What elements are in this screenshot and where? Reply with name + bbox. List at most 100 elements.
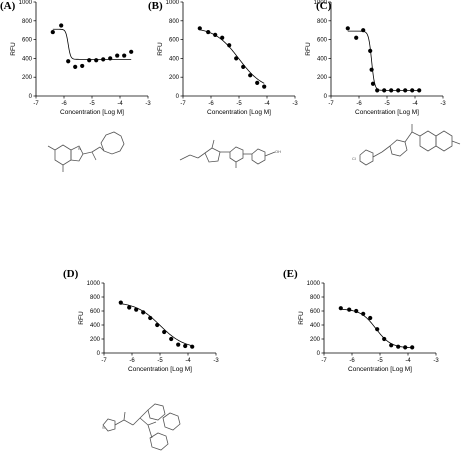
y-tick-label: 200: [90, 337, 101, 343]
x-tick-label: -3: [213, 358, 219, 364]
x-tick-label: -6: [208, 101, 214, 107]
panel-label: (E): [283, 268, 298, 280]
y-tick-label: 600: [310, 309, 321, 315]
x-tick-label: -7: [101, 358, 107, 364]
y-axis-label: RFU: [10, 42, 17, 56]
chart-panel-b: (B) 0 200 400 600 800 1000 -7 -6 -5 -4 -3 Concentrat…: [148, 0, 298, 116]
y-tick-label: 0: [29, 94, 33, 100]
y-tick-label: 800: [169, 19, 180, 25]
y-tick-label: 200: [310, 337, 321, 343]
data-point: [127, 305, 132, 310]
data-point: [213, 32, 218, 38]
x-axis-label: Concentration [Log M]: [128, 366, 192, 373]
y-tick-label: 200: [169, 75, 180, 81]
data-point: [129, 49, 134, 54]
data-point: [396, 344, 401, 349]
x-tick-label: -5: [384, 101, 390, 107]
y-tick-label: 1000: [314, 0, 328, 6]
chart-panel-e: (E) 0 200 400 600 800 1000 -7 -6 -5 -4 -3 Concentrat…: [283, 268, 439, 373]
y-tick-label: 600: [90, 309, 101, 315]
chart-panel-a: (A) 0 200 400 600 800 1000 -7 -6 -5 -4 -3 Concentrat…: [0, 0, 151, 116]
data-point: [183, 343, 188, 349]
y-tick-label: 400: [169, 56, 180, 62]
fit-curve: [52, 28, 132, 60]
data-point: [101, 57, 106, 62]
structure-a-atom: N: [78, 146, 81, 151]
x-tick-label: -7: [321, 358, 327, 364]
data-point: [169, 336, 174, 342]
data-point: [87, 58, 92, 63]
data-point: [148, 315, 153, 321]
data-point: [368, 315, 373, 321]
y-tick-label: 1000: [166, 0, 180, 6]
data-point: [403, 88, 408, 93]
structure-d-icon: [102, 403, 181, 451]
panel-label: (A): [0, 0, 16, 12]
y-tick-label: 600: [317, 38, 328, 44]
x-tick-label: -6: [349, 358, 355, 364]
data-point: [108, 56, 113, 61]
structure-c-icon: [359, 124, 461, 166]
x-tick-label: -5: [157, 358, 163, 364]
y-tick-label: 800: [317, 19, 328, 25]
data-point: [375, 327, 380, 332]
x-tick-label: -7: [328, 101, 334, 107]
x-axis-label: Concentration [Log M]: [207, 109, 271, 116]
x-tick-label: -4: [117, 101, 123, 107]
x-tick-label: -5: [377, 358, 383, 364]
data-point: [190, 344, 195, 349]
y-tick-label: 0: [176, 94, 180, 100]
data-point: [370, 81, 376, 86]
data-point: [345, 26, 350, 31]
x-tick-label: -4: [264, 101, 270, 107]
y-tick-label: 400: [90, 323, 101, 329]
y-tick-label: 800: [22, 19, 33, 25]
x-axis-label: Concentration [Log M]: [60, 109, 124, 116]
y-axis-label: RFU: [305, 42, 312, 56]
data-point: [141, 310, 146, 315]
data-point: [155, 322, 160, 328]
structure-a-icon: [47, 131, 125, 172]
data-point: [50, 29, 55, 35]
data-point: [234, 56, 239, 61]
panel-label: (D): [63, 268, 79, 280]
y-tick-label: 0: [317, 351, 321, 357]
data-point: [94, 58, 99, 63]
data-point: [417, 88, 422, 93]
data-point: [197, 26, 202, 31]
chart-panel-c: (C) 0 200 400 600 800 1000 -7 -6 -5 -4 -3 Concentrat…: [305, 0, 446, 116]
data-point: [66, 59, 71, 64]
x-tick-label: -7: [180, 101, 186, 107]
data-point: [227, 43, 232, 48]
x-tick-label: -6: [356, 101, 362, 107]
data-point: [369, 67, 374, 72]
data-point: [59, 23, 64, 28]
y-tick-label: 600: [22, 38, 33, 44]
data-point: [368, 48, 373, 53]
y-tick-label: 1000: [87, 281, 101, 287]
x-axis-label: Concentration [Log M]: [348, 366, 412, 373]
y-tick-label: 400: [22, 56, 33, 62]
x-tick-label: -6: [61, 101, 67, 107]
data-point: [410, 88, 415, 93]
data-point: [80, 63, 85, 69]
data-point: [118, 300, 123, 305]
fit-curve: [347, 30, 420, 91]
data-point: [347, 307, 352, 312]
fit-curve: [199, 29, 265, 84]
panel-label: (C): [316, 0, 332, 12]
data-point: [389, 88, 394, 93]
data-point: [354, 35, 359, 40]
structure-d-atom: S: [102, 425, 105, 430]
x-tick-label: -3: [440, 101, 446, 107]
data-point: [338, 306, 343, 311]
data-point: [382, 336, 387, 342]
x-tick-label: -7: [33, 101, 39, 107]
x-tick-label: -3: [433, 358, 439, 364]
y-tick-label: 1000: [19, 0, 33, 6]
data-point: [361, 28, 366, 33]
data-point: [162, 329, 167, 335]
data-point: [375, 88, 380, 93]
y-axis-label: RFU: [298, 311, 305, 325]
